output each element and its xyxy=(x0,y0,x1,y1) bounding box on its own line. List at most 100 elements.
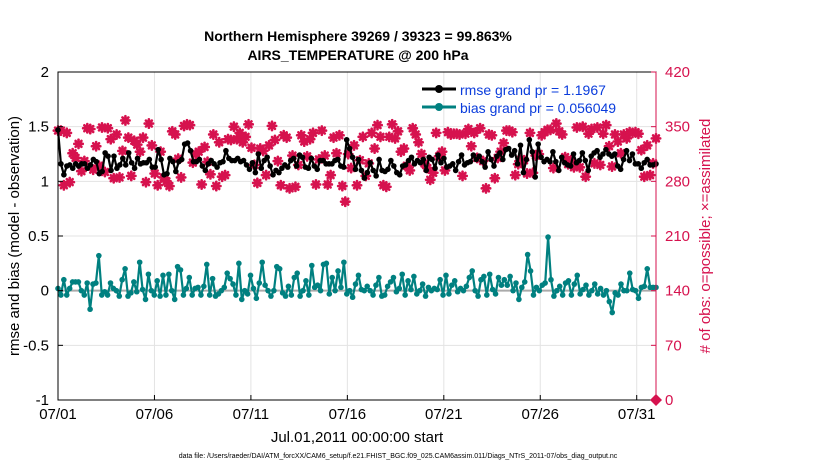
rmse-point xyxy=(429,156,435,163)
bias-point xyxy=(437,276,443,283)
bias-point xyxy=(580,286,586,293)
rmse-point xyxy=(69,165,76,172)
bias-point xyxy=(104,292,111,298)
obs-count-marker xyxy=(594,159,606,171)
bias-point xyxy=(460,287,467,294)
bias-point xyxy=(183,285,190,292)
bias-point xyxy=(597,285,604,292)
rmse-point xyxy=(361,175,368,181)
rmse-point xyxy=(214,164,220,170)
rmse-point xyxy=(346,145,353,152)
bias-point xyxy=(349,294,356,301)
obs-count-marker xyxy=(612,136,624,148)
bias-point xyxy=(498,282,505,289)
bias-point xyxy=(303,278,309,284)
bias-point xyxy=(171,296,178,303)
bias-point xyxy=(268,293,274,299)
rmse-point xyxy=(299,154,306,161)
bias-point xyxy=(626,270,633,276)
obs-count-marker xyxy=(213,136,225,148)
obs-count-marker xyxy=(325,169,337,181)
bias-point xyxy=(119,276,125,283)
bias-point xyxy=(84,280,90,286)
obs-count-marker xyxy=(498,137,510,149)
obs-count-marker xyxy=(143,118,155,130)
rmse-point xyxy=(497,150,503,156)
bias-point xyxy=(341,259,347,266)
bias-point xyxy=(288,292,295,298)
bias-point xyxy=(548,276,554,283)
obs-count-marker xyxy=(228,121,240,133)
obs-count-marker xyxy=(615,147,627,159)
obs-count-marker xyxy=(366,127,378,139)
rmse-point xyxy=(355,156,362,163)
data-file-footnote: data file: /Users/raeder/DAI/ATM_forcXX/… xyxy=(179,453,618,460)
bias-point xyxy=(61,276,67,283)
rmse-point xyxy=(638,165,645,172)
rmse-point xyxy=(535,141,541,147)
bias-point xyxy=(527,268,534,274)
bias-point xyxy=(571,281,578,287)
bias-point xyxy=(291,274,298,281)
y-left-tick-label: 0 xyxy=(41,283,49,300)
bias-point xyxy=(332,287,338,294)
rmse-point xyxy=(470,152,477,158)
bias-point xyxy=(440,292,446,298)
obs-count-marker xyxy=(489,172,501,184)
obs-count-marker xyxy=(574,161,586,173)
bias-point xyxy=(63,292,70,298)
rmse-point xyxy=(408,154,415,161)
obs-count-marker xyxy=(374,131,386,143)
rmse-point xyxy=(196,156,203,163)
bias-point xyxy=(338,284,344,291)
obs-count-marker xyxy=(480,182,492,194)
rmse-point xyxy=(270,171,276,178)
bias-point xyxy=(87,306,93,313)
bias-point xyxy=(186,274,193,281)
rmse-point xyxy=(120,155,126,162)
obs-count-marker xyxy=(380,181,392,193)
bias-point xyxy=(163,292,169,298)
bias-point xyxy=(233,292,239,298)
rmse-point xyxy=(594,147,600,154)
rmse-point xyxy=(352,166,359,173)
bias-point xyxy=(227,275,233,282)
obs-count-marker xyxy=(119,114,131,126)
y-left-tick-label: 0.5 xyxy=(28,228,49,245)
rmse-point xyxy=(432,165,438,172)
bias-point xyxy=(475,293,481,299)
obs-count-marker xyxy=(357,131,369,143)
bias-point xyxy=(446,291,452,297)
obs-count-marker xyxy=(234,127,246,139)
obs-count-marker xyxy=(322,178,334,190)
obs-count-marker xyxy=(193,146,205,158)
bias-point xyxy=(238,296,245,303)
bias-point xyxy=(568,292,575,298)
obs-count-marker xyxy=(410,128,422,140)
y-left-tick-label: -1 xyxy=(36,392,49,409)
bias-point xyxy=(352,281,359,287)
obs-count-marker xyxy=(102,122,114,134)
rmse-point xyxy=(223,147,229,154)
rmse-point xyxy=(485,149,491,155)
bias-point xyxy=(521,279,528,285)
rmse-point xyxy=(611,151,618,157)
bias-point xyxy=(203,261,210,268)
legend-rmse-marker xyxy=(435,85,443,93)
rmse-point xyxy=(452,167,459,174)
obs-count-marker xyxy=(111,128,123,140)
rmse-point xyxy=(626,157,633,164)
obs-count-marker xyxy=(134,146,146,158)
bias-point xyxy=(262,282,268,289)
bias-point xyxy=(463,283,470,290)
obs-count-marker xyxy=(207,128,219,140)
obs-count-marker xyxy=(333,129,345,141)
bias-point xyxy=(373,282,379,289)
rmse-point xyxy=(349,154,356,161)
y-right-tick-label: 0 xyxy=(665,392,673,409)
rmse-point xyxy=(164,170,170,177)
bias-point xyxy=(157,293,163,299)
rmse-point xyxy=(529,149,536,155)
bias-point xyxy=(376,274,382,281)
obs-count-marker xyxy=(577,121,589,133)
